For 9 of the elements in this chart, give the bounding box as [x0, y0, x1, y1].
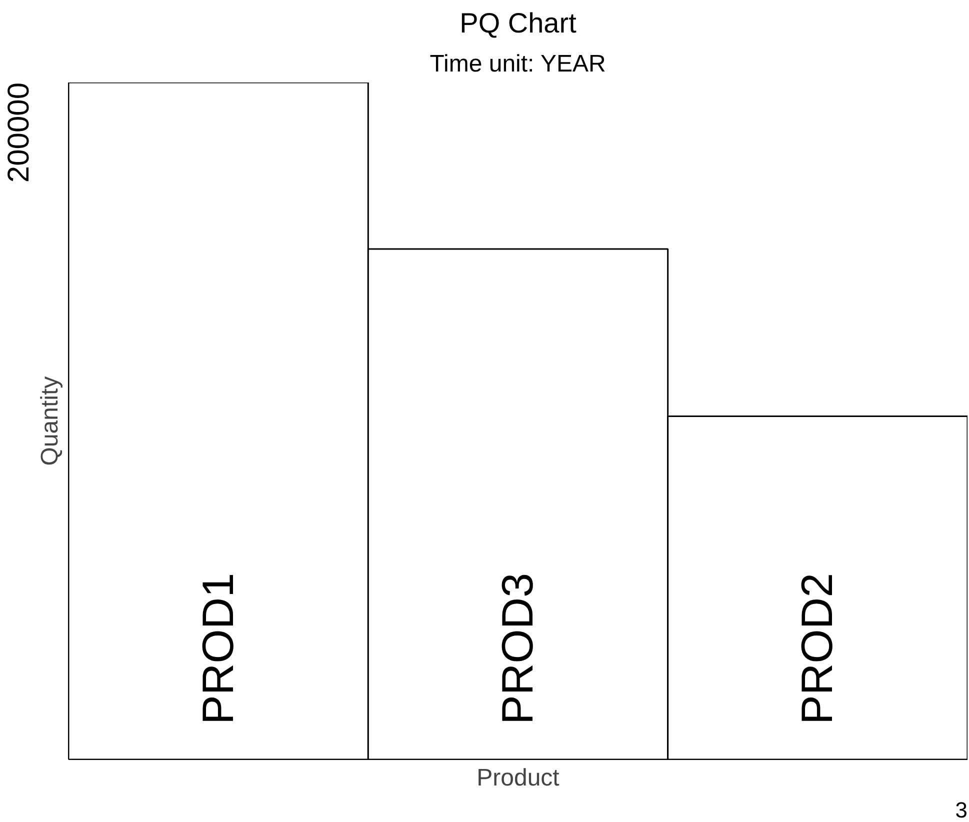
chart-subtitle: Time unit: YEAR: [430, 50, 606, 78]
text: 200000: [2, 82, 36, 183]
y-axis-title: Quantity: [36, 376, 64, 466]
x-tick-label: PROD3: [494, 572, 542, 724]
x-tick-label: PROD1: [194, 572, 243, 724]
x-axis-title: Product: [476, 764, 560, 792]
text: 3: [955, 798, 968, 822]
x-tick-label: PROD2: [793, 572, 842, 724]
chart-title: PQ Chart: [460, 8, 577, 38]
